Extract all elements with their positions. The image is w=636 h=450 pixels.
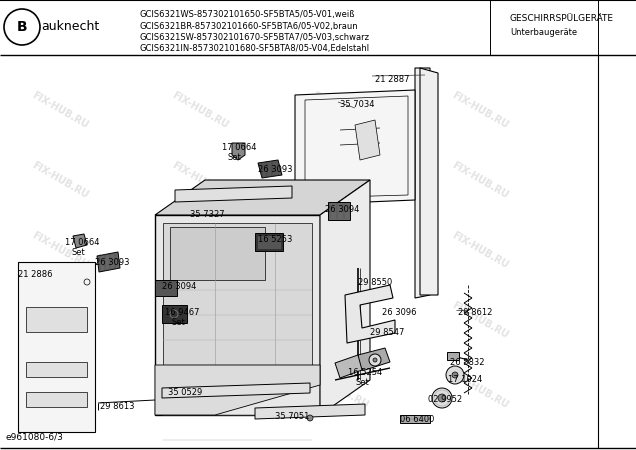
Text: FIX-HUB.RU: FIX-HUB.RU [170, 160, 230, 200]
Text: 17 0664: 17 0664 [65, 238, 99, 247]
Bar [162, 305, 187, 323]
Text: GCIS6321SW-857302101670-SF5BTA7/05-V03,schwarz: GCIS6321SW-857302101670-SF5BTA7/05-V03,s… [140, 33, 370, 42]
Polygon shape [155, 365, 320, 415]
Bar [26, 392, 87, 407]
Text: 16 5253: 16 5253 [258, 235, 293, 244]
Text: 26 3093: 26 3093 [95, 258, 130, 267]
Text: FIX-HUB.RU: FIX-HUB.RU [170, 230, 230, 270]
Text: Set: Set [72, 248, 86, 257]
Polygon shape [162, 383, 310, 398]
Text: 26 5832: 26 5832 [450, 358, 485, 367]
Circle shape [369, 354, 381, 366]
Polygon shape [73, 234, 87, 248]
Text: 29 8613: 29 8613 [100, 402, 134, 411]
Polygon shape [415, 68, 430, 298]
Bar [26, 362, 87, 377]
Text: 35 7051: 35 7051 [275, 412, 309, 421]
Text: B: B [17, 20, 27, 34]
Polygon shape [320, 180, 370, 415]
Text: 35 7327: 35 7327 [190, 210, 225, 219]
Text: 35 7034: 35 7034 [340, 100, 375, 109]
Text: FIX-HUB.RU: FIX-HUB.RU [450, 230, 510, 270]
Text: GCIS6321WS-857302101650-SF5BTA5/05-V01,weiß: GCIS6321WS-857302101650-SF5BTA5/05-V01,w… [140, 10, 356, 19]
Bar [447, 352, 459, 360]
Bar [155, 280, 177, 296]
Polygon shape [175, 186, 292, 202]
Text: 16 5254: 16 5254 [348, 368, 382, 377]
Text: 29 8550: 29 8550 [358, 278, 392, 287]
Text: FIX-HUB.RU: FIX-HUB.RU [310, 230, 370, 270]
Text: FIX-HUB.RU: FIX-HUB.RU [450, 160, 510, 200]
Text: FIX-HUB.RU: FIX-HUB.RU [450, 300, 510, 340]
Text: FIX-HUB.RU: FIX-HUB.RU [30, 90, 90, 130]
Text: FIX-HUB.RU: FIX-HUB.RU [30, 300, 90, 340]
Text: Unterbaugeräte: Unterbaugeräte [510, 28, 577, 37]
Text: FIX-HUB.RU: FIX-HUB.RU [30, 230, 90, 270]
Bar [400, 415, 430, 423]
Text: 06 6400: 06 6400 [400, 415, 434, 424]
Circle shape [4, 9, 40, 45]
Text: 16 9467: 16 9467 [165, 308, 200, 317]
Text: 02 9952: 02 9952 [428, 395, 462, 404]
Polygon shape [255, 404, 365, 419]
Text: 17 1024: 17 1024 [448, 375, 482, 384]
Text: GCIS6321IN-857302101680-SF5BTA8/05-V04,Edelstahl: GCIS6321IN-857302101680-SF5BTA8/05-V04,E… [140, 45, 370, 54]
Text: FIX-HUB.RU: FIX-HUB.RU [310, 370, 370, 410]
Polygon shape [232, 143, 245, 160]
Polygon shape [170, 227, 265, 280]
Polygon shape [258, 160, 282, 178]
Text: 26 3093: 26 3093 [258, 165, 293, 174]
Bar [328, 202, 350, 220]
Polygon shape [295, 90, 415, 205]
Text: 26 3094: 26 3094 [325, 205, 359, 214]
Text: Set: Set [228, 153, 242, 162]
Text: auknecht: auknecht [41, 21, 99, 33]
Text: FIX-HUB.RU: FIX-HUB.RU [450, 90, 510, 130]
Text: FIX-HUB.RU: FIX-HUB.RU [310, 300, 370, 340]
Bar [258, 236, 280, 248]
Text: FIX-HUB.RU: FIX-HUB.RU [170, 370, 230, 410]
Polygon shape [358, 348, 390, 370]
Text: GESCHIRRSPÜLGERÄTE: GESCHIRRSPÜLGERÄTE [510, 14, 614, 23]
Text: 35 0529: 35 0529 [168, 388, 202, 397]
Circle shape [446, 366, 464, 384]
Text: Set: Set [355, 378, 369, 387]
Text: 26 3096: 26 3096 [382, 308, 417, 317]
Polygon shape [18, 262, 95, 432]
Text: 21 2887: 21 2887 [375, 75, 410, 84]
Polygon shape [355, 120, 380, 160]
Polygon shape [163, 223, 312, 365]
Circle shape [438, 394, 446, 402]
Polygon shape [420, 68, 438, 295]
Polygon shape [155, 215, 320, 415]
Text: 26 3094: 26 3094 [162, 282, 197, 291]
Circle shape [307, 415, 313, 421]
Polygon shape [97, 252, 120, 272]
Bar [26, 307, 87, 332]
Text: FIX-HUB.RU: FIX-HUB.RU [30, 370, 90, 410]
Text: Set: Set [172, 318, 186, 327]
Text: FIX-HUB.RU: FIX-HUB.RU [30, 160, 90, 200]
Text: FIX-HUB.RU: FIX-HUB.RU [170, 300, 230, 340]
Polygon shape [155, 180, 370, 215]
Circle shape [432, 388, 452, 408]
Text: 21 2886: 21 2886 [18, 270, 53, 279]
Text: 29 8547: 29 8547 [370, 328, 404, 337]
Circle shape [373, 358, 377, 362]
Bar [255, 233, 283, 251]
Circle shape [452, 372, 458, 378]
Polygon shape [345, 285, 395, 343]
Text: FIX-HUB.RU: FIX-HUB.RU [450, 370, 510, 410]
Text: FIX-HUB.RU: FIX-HUB.RU [310, 160, 370, 200]
Text: 29 8612: 29 8612 [458, 308, 492, 317]
Polygon shape [335, 355, 362, 378]
Text: FIX-HUB.RU: FIX-HUB.RU [170, 90, 230, 130]
Text: 17 0664: 17 0664 [222, 143, 256, 152]
Text: e961080-6/3: e961080-6/3 [5, 432, 63, 441]
Text: GCIS6321BR-857302101660-SF5BTA6/05-V02,braun: GCIS6321BR-857302101660-SF5BTA6/05-V02,b… [140, 22, 359, 31]
Text: FIX-HUB.RU: FIX-HUB.RU [310, 90, 370, 130]
